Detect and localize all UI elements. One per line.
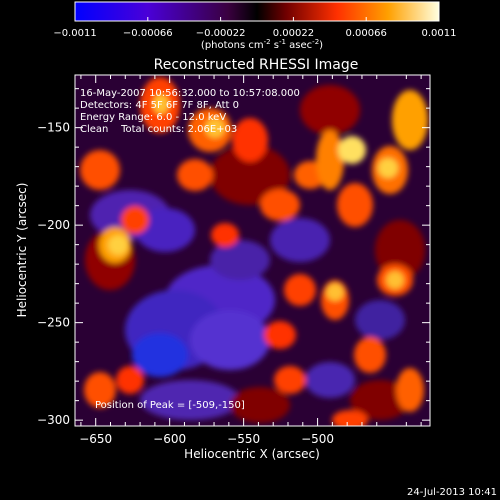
image-blob — [316, 130, 344, 190]
x-tick-label: −500 — [301, 432, 334, 446]
image-blob — [355, 300, 405, 340]
image-blob — [338, 136, 366, 164]
image-blob — [300, 85, 360, 135]
colorbar-tick-label: 0.00066 — [346, 28, 387, 39]
image-blob — [274, 366, 306, 394]
image-blob — [264, 321, 296, 349]
annotation-peak-position: Position of Peak = [-509,-150] — [95, 400, 245, 411]
colorbar — [74, 1, 440, 22]
annotation-detectors: Detectors: 4F 5F 6F 7F 8F, Att 0 — [80, 100, 239, 111]
image-blob — [270, 218, 330, 262]
colorbar-tick-label: 0.0011 — [422, 28, 457, 39]
x-tick-label: −550 — [227, 432, 260, 446]
chart-title: Reconstructed RHESSI Image — [154, 57, 359, 73]
colorbar-ticks: −0.0011 −0.00066 −0.00022 0.00022 0.00066 0.0… — [53, 17, 457, 39]
x-axis-label: Heliocentric X (arcsec) — [184, 447, 320, 461]
y-tick-label: −250 — [37, 316, 70, 330]
image-blob — [396, 368, 424, 412]
y-tick-label: −150 — [37, 121, 70, 135]
image-blob — [378, 158, 398, 178]
timestamp: 24-Jul-2013 10:41 — [407, 487, 497, 498]
plot-frame — [74, 74, 431, 427]
image-blob — [337, 183, 373, 227]
colorbar-unit-label: (photons cm-2 s-1 asec-2) — [201, 38, 323, 51]
image-blob — [108, 235, 128, 255]
image-blob — [190, 310, 270, 370]
image-blob — [211, 223, 239, 247]
image-blob — [284, 274, 316, 306]
annotation-energy-range: Energy Range: 6.0 - 12.0 keV — [80, 112, 226, 123]
image-blob — [232, 118, 268, 162]
image-blob — [80, 150, 120, 190]
y-tick-label: −300 — [37, 413, 70, 427]
image-blob — [375, 220, 425, 280]
colorbar-tick-label: −0.00022 — [196, 28, 246, 39]
image-blob — [230, 387, 290, 423]
colorbar-tick-label: 0.00022 — [273, 28, 314, 39]
image-blob — [386, 271, 404, 289]
image-blob — [140, 380, 240, 420]
y-tick-label: −200 — [37, 218, 70, 232]
image-blob — [326, 283, 344, 301]
image-blob — [350, 380, 410, 420]
colorbar-tick-label: −0.0011 — [53, 28, 96, 39]
y-axis: −300 −250 −200 −150 — [37, 88, 430, 427]
x-tick-label: −650 — [79, 432, 112, 446]
image-blob — [305, 362, 355, 398]
image-blob — [132, 333, 188, 377]
x-axis: −650 −600 −550 −500 — [79, 75, 422, 446]
image-blob — [260, 189, 300, 221]
y-axis-label: Heliocentric Y (arcsec) — [15, 183, 29, 318]
image-blob — [205, 118, 225, 138]
image-blob — [135, 208, 195, 252]
image-blob — [210, 145, 290, 205]
image-blob — [116, 366, 144, 394]
image-blob — [177, 159, 213, 191]
annotation-clean-counts: Clean Total counts: 2.06E+03 — [80, 124, 237, 135]
image-blob — [153, 94, 169, 114]
image-blob — [354, 337, 386, 373]
heatmap-image — [80, 77, 428, 426]
image-blob — [121, 206, 149, 234]
colorbar-tick-label: −0.00066 — [123, 28, 173, 39]
image-blob — [210, 240, 270, 280]
image-blob — [332, 410, 368, 426]
image-blob — [84, 372, 116, 408]
x-tick-label: −600 — [153, 432, 186, 446]
annotation-time-range: 16-May-2007 10:56:32.000 to 10:57:08.000 — [80, 88, 300, 99]
image-blob — [392, 90, 428, 150]
